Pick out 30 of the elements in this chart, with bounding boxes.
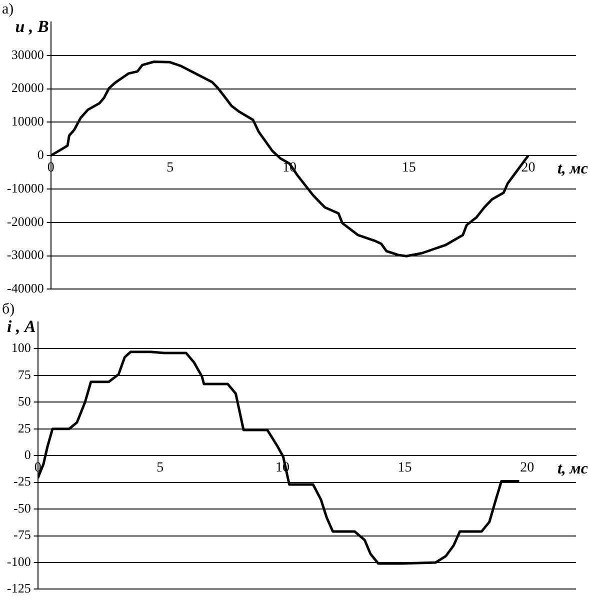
chart-title: а) (2, 1, 14, 18)
x-tick-label: 20 (520, 460, 534, 476)
y-tick-label: -25 (13, 474, 31, 489)
y-tick-label: 20000 (11, 80, 44, 96)
y-tick-label: -50 (13, 500, 31, 516)
y-tick-label: 0 (24, 447, 31, 462)
y-tick-label: 30000 (11, 46, 44, 62)
x-axis-title: t, мс (557, 460, 588, 478)
x-tick-label: 20 (521, 160, 536, 176)
chart-title: б) (2, 301, 15, 318)
y-axis-title: u , В (15, 16, 49, 36)
x-tick-label: 5 (156, 460, 164, 476)
x-tick-label: 15 (402, 160, 416, 176)
x-tick-label: 15 (398, 460, 412, 476)
y-tick-label: -125 (6, 580, 31, 596)
y-tick-label: 50 (18, 394, 31, 409)
y-tick-label: -75 (13, 527, 31, 542)
y-tick-label: -40000 (6, 280, 44, 296)
y-axis-title: i , А (7, 316, 36, 336)
y-tick-label: 10000 (11, 114, 44, 129)
x-axis-title: t, мс (557, 160, 588, 178)
y-tick-label: -20000 (6, 214, 44, 229)
y-tick-label: 100 (11, 340, 31, 356)
y-tick-label: -10000 (6, 180, 44, 196)
y-tick-label: 25 (18, 420, 31, 436)
y-tick-label: -100 (6, 554, 31, 569)
x-tick-label: 5 (166, 160, 174, 176)
y-tick-label: -30000 (6, 247, 44, 262)
y-tick-label: 75 (18, 366, 31, 382)
y-tick-label: 0 (37, 147, 44, 162)
